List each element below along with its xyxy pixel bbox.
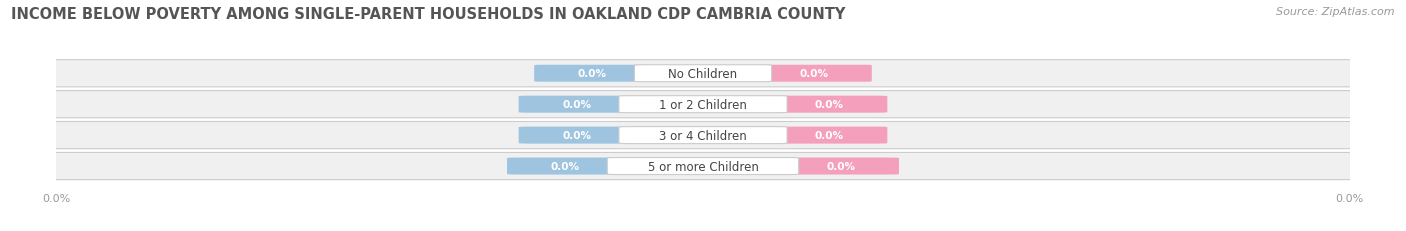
Text: 0.0%: 0.0%	[551, 161, 579, 171]
FancyBboxPatch shape	[37, 91, 1369, 118]
Text: 0.0%: 0.0%	[578, 69, 607, 79]
Text: 0.0%: 0.0%	[562, 131, 592, 140]
FancyBboxPatch shape	[619, 96, 787, 113]
FancyBboxPatch shape	[534, 65, 651, 82]
FancyBboxPatch shape	[37, 153, 1369, 180]
Text: 5 or more Children: 5 or more Children	[648, 160, 758, 173]
FancyBboxPatch shape	[37, 60, 1369, 88]
FancyBboxPatch shape	[634, 65, 772, 82]
FancyBboxPatch shape	[508, 158, 623, 175]
FancyBboxPatch shape	[519, 127, 636, 144]
Text: Source: ZipAtlas.com: Source: ZipAtlas.com	[1277, 7, 1395, 17]
Text: 3 or 4 Children: 3 or 4 Children	[659, 129, 747, 142]
FancyBboxPatch shape	[519, 96, 636, 113]
FancyBboxPatch shape	[607, 158, 799, 175]
Text: INCOME BELOW POVERTY AMONG SINGLE-PARENT HOUSEHOLDS IN OAKLAND CDP CAMBRIA COUNT: INCOME BELOW POVERTY AMONG SINGLE-PARENT…	[11, 7, 845, 22]
Text: 0.0%: 0.0%	[562, 100, 592, 110]
FancyBboxPatch shape	[770, 127, 887, 144]
FancyBboxPatch shape	[37, 122, 1369, 149]
FancyBboxPatch shape	[770, 96, 887, 113]
Text: 0.0%: 0.0%	[814, 131, 844, 140]
FancyBboxPatch shape	[619, 127, 787, 144]
Text: No Children: No Children	[668, 67, 738, 80]
Text: 0.0%: 0.0%	[799, 69, 828, 79]
Text: 0.0%: 0.0%	[814, 100, 844, 110]
Text: 0.0%: 0.0%	[827, 161, 855, 171]
FancyBboxPatch shape	[755, 65, 872, 82]
Text: 1 or 2 Children: 1 or 2 Children	[659, 98, 747, 111]
FancyBboxPatch shape	[783, 158, 898, 175]
